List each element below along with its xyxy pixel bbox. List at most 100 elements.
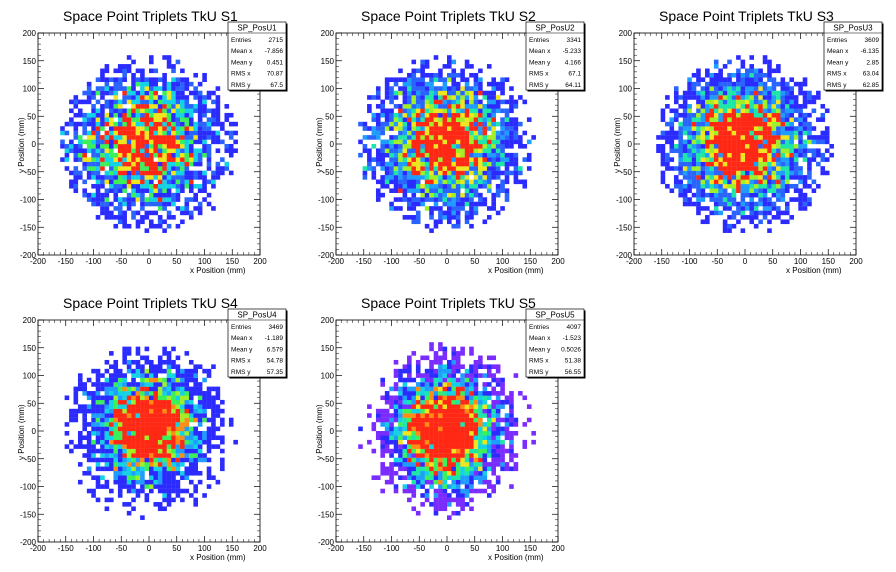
heatmap-bin [447, 426, 452, 432]
heatmap-bin [767, 228, 772, 233]
heatmap-bin [802, 95, 808, 100]
heatmap-bin [144, 413, 150, 418]
heatmap-bin [153, 417, 159, 423]
heatmap-bin [95, 377, 101, 383]
heatmap-bin [104, 104, 110, 109]
heatmap-bin [135, 77, 141, 82]
heatmap-bin [767, 161, 772, 167]
heatmap-bin [384, 426, 390, 432]
heatmap-bin [144, 170, 150, 176]
heatmap-bin [131, 179, 136, 185]
chart-title: Space Point Triplets TkU S5 [361, 295, 536, 311]
heatmap-bin [460, 121, 465, 127]
heatmap-bin [188, 391, 194, 396]
heatmap-bin [166, 161, 172, 167]
heatmap-bin [709, 166, 715, 171]
heatmap-bin [740, 192, 746, 198]
heatmap-bin [451, 453, 457, 458]
heatmap-bin [184, 81, 190, 87]
heatmap-bin [193, 364, 198, 369]
heatmap-bin [820, 135, 826, 140]
heatmap-bin [140, 86, 145, 91]
heatmap-bin [438, 210, 443, 216]
heatmap-bin [184, 453, 190, 458]
heatmap-bin [157, 448, 163, 454]
heatmap-bin [447, 382, 452, 387]
heatmap-bin [500, 148, 505, 154]
heatmap-bin [687, 139, 692, 145]
heatmap-bin [149, 59, 154, 65]
heatmap-bin [162, 351, 167, 356]
x-tick-label: -100 [681, 257, 698, 266]
heatmap-bin [175, 408, 181, 414]
heatmap-bin [367, 157, 372, 162]
heatmap-bin [197, 201, 203, 207]
heatmap-bin [687, 183, 692, 189]
heatmap-bin [433, 144, 439, 149]
heatmap-bin [122, 170, 127, 176]
heatmap-bin [753, 90, 759, 96]
heatmap-bin [411, 126, 417, 131]
heatmap-bin [429, 435, 434, 441]
heatmap-bin [771, 68, 777, 74]
heatmap-bin [398, 135, 403, 140]
heatmap-bin [451, 117, 457, 122]
heatmap-bin [206, 457, 212, 463]
heatmap-bin [415, 210, 421, 216]
heatmap-bin [415, 86, 421, 91]
heatmap-bin [100, 413, 105, 418]
heatmap-bin [687, 161, 692, 167]
heatmap-bin [402, 152, 408, 158]
heatmap-bin [424, 135, 430, 140]
heatmap-bin [758, 175, 763, 180]
heatmap-bin [380, 130, 385, 136]
heatmap-bin [736, 179, 741, 185]
y-tick-label: -200 [616, 251, 633, 260]
heatmap-bin [447, 90, 452, 96]
heatmap-bin [415, 439, 421, 445]
x-axis-label: x Position (mm) [488, 266, 544, 275]
heatmap-bin [384, 77, 390, 82]
heatmap-bin [211, 135, 216, 140]
heatmap-bin [407, 144, 412, 149]
heatmap-bin [447, 188, 452, 193]
heatmap-bin [784, 210, 790, 216]
heatmap-bin [491, 130, 496, 136]
heatmap-bin [109, 457, 114, 463]
heatmap-bin [673, 179, 679, 185]
heatmap-bin [718, 192, 723, 198]
heatmap-bin [749, 144, 755, 149]
heatmap-bin [162, 488, 167, 494]
heatmap-bin [767, 117, 772, 122]
heatmap-bin [389, 479, 394, 485]
heatmap-bin [482, 135, 488, 140]
heatmap-bin [687, 175, 692, 180]
heatmap-bin [469, 210, 474, 216]
heatmap-bin [153, 457, 159, 463]
heatmap-bin [758, 126, 763, 131]
heatmap-bin [709, 99, 715, 105]
heatmap-bin [175, 448, 181, 454]
heatmap-bin [451, 144, 457, 149]
heatmap-bin [122, 431, 127, 436]
heatmap-bin [149, 95, 154, 100]
heatmap-bin [153, 86, 159, 91]
heatmap-bin [718, 112, 723, 118]
heatmap-bin [798, 90, 803, 96]
heatmap-bin [442, 166, 448, 171]
heatmap-bin [149, 192, 154, 198]
heatmap-bin [113, 86, 119, 91]
heatmap-bin [789, 95, 794, 100]
heatmap-bin [784, 161, 790, 167]
heatmap-bin [736, 210, 741, 216]
heatmap-bin [727, 170, 732, 176]
heatmap-bin [73, 104, 79, 109]
heatmap-bin [188, 377, 194, 383]
heatmap-bin [673, 86, 679, 91]
heatmap-bin [166, 359, 172, 365]
heatmap-bin [780, 135, 786, 140]
heatmap-bin [482, 175, 488, 180]
heatmap-bin [705, 99, 710, 105]
heatmap-bin [722, 90, 728, 96]
heatmap-bin [140, 152, 145, 158]
